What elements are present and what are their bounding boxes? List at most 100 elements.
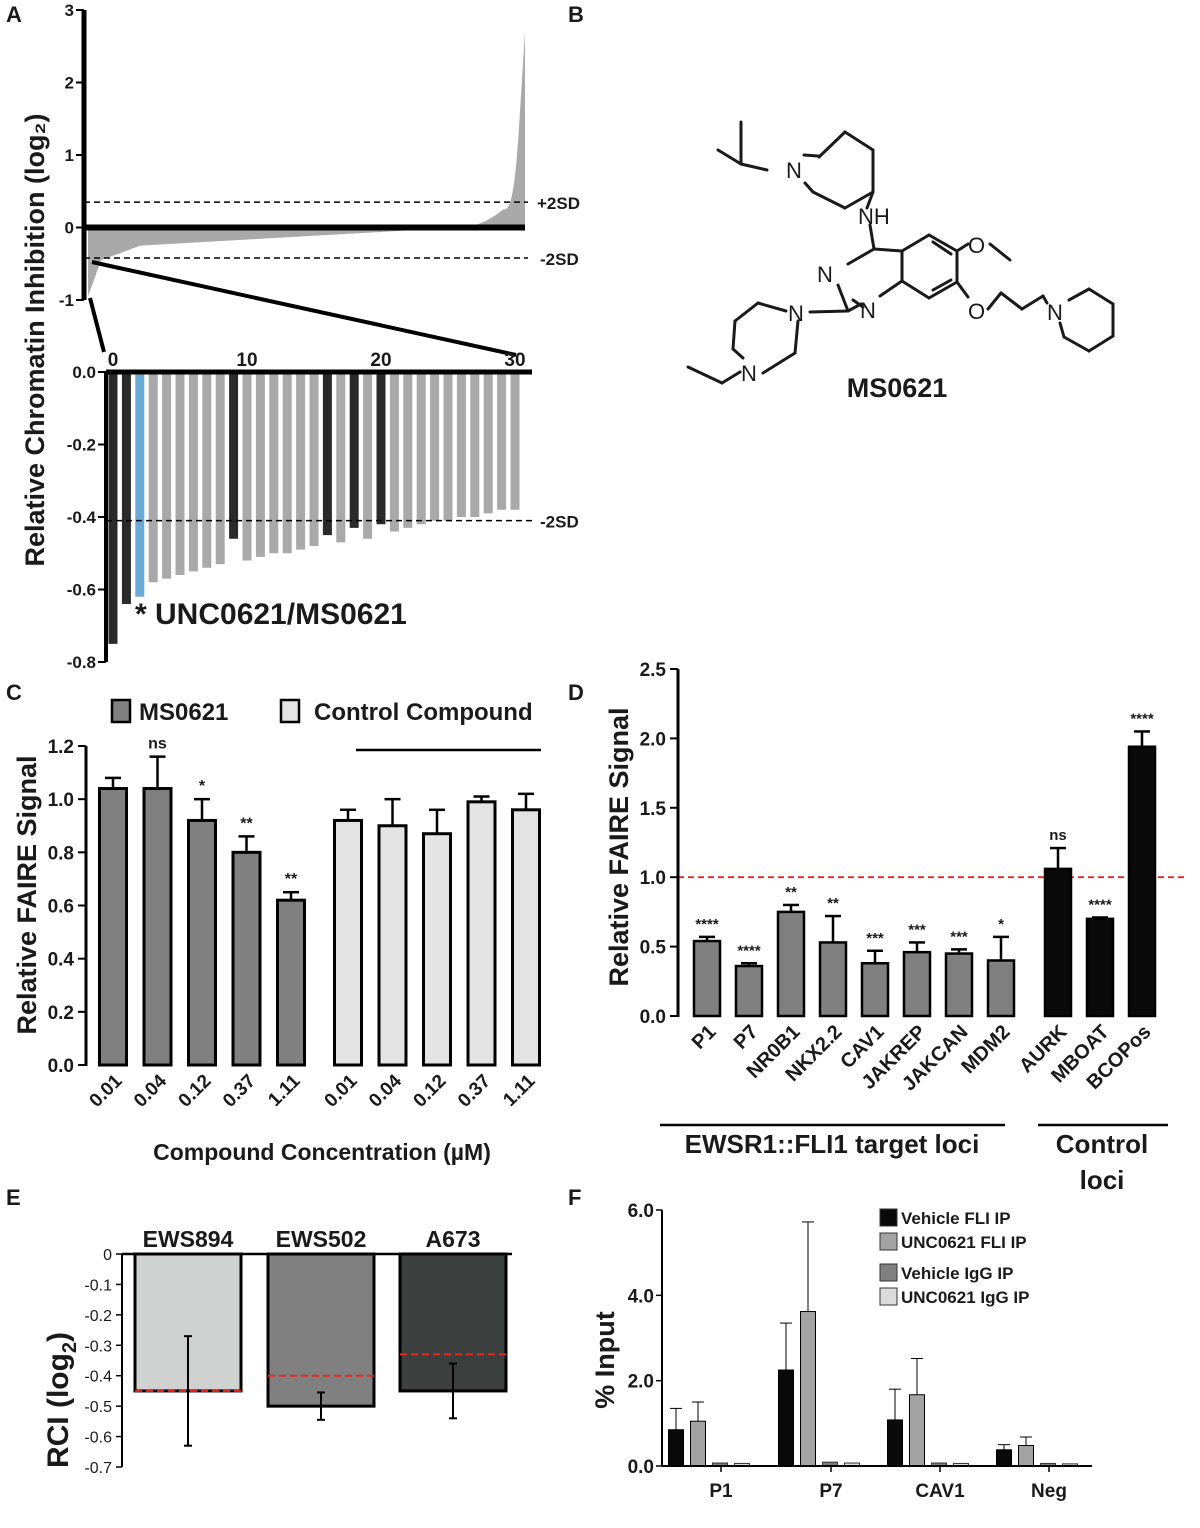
- panel-b-atoms: N NH N N N O O N N MS0621: [741, 158, 1063, 403]
- panel-f-legend-swatch: [879, 1232, 898, 1251]
- panel-f-bar: [996, 1449, 1012, 1467]
- panel-e-y-tick-label: -0.1: [84, 1277, 112, 1294]
- panel-c-bar: [511, 808, 541, 1067]
- panel-e-y-tick-label: 0: [103, 1247, 112, 1264]
- panel-a-inset-bar: [148, 372, 158, 583]
- panel-c-bar: [276, 898, 306, 1067]
- panel-a-inset-bar: [430, 372, 440, 521]
- panel-f-x-tick-label: CAV1: [915, 1481, 965, 1502]
- panel-c-y-tick-label: 0.6: [48, 897, 74, 918]
- panel-d-bar: [902, 950, 932, 1018]
- panel-d-significance: ns: [1049, 827, 1067, 844]
- panel-c-y-tick-label: 0.4: [48, 950, 75, 971]
- panel-a-inset-x-tick-label: 10: [236, 350, 257, 371]
- panel-c-x-ticks: 0.01 0.04 0.12 0.37 1.11 0.01 0.04 0.12 0.37 1.11: [86, 1070, 540, 1111]
- panel-e-y-tick-label: -0.2: [84, 1308, 112, 1325]
- panel-e-category-labels: EWS894 EWS502 A673: [143, 1226, 481, 1252]
- panel-a-inset-bar: [497, 372, 507, 510]
- panel-d-bar: [818, 941, 848, 1018]
- panel-c-y-tick-label: 1.2: [48, 737, 74, 758]
- panel-a-inset-bar: [162, 372, 172, 579]
- panel-c-y-axis-label: Relative FAIRE Signal: [12, 755, 42, 1034]
- panel-c-y-tick-label: 1.0: [48, 790, 74, 811]
- panel-f-y-tick-label: 0.0: [628, 1457, 654, 1478]
- atom-o-2: O: [968, 299, 985, 324]
- panel-d-significance: **: [827, 895, 839, 912]
- panel-a-inset-bar: [336, 372, 346, 543]
- panel-c-x-tick-label: 1.11: [264, 1070, 305, 1111]
- atom-n-4: N: [788, 301, 804, 326]
- panel-d-significance: ****: [695, 916, 719, 933]
- panel-f-bar: [1018, 1445, 1034, 1467]
- panel-d-significance: ****: [1088, 896, 1112, 913]
- panel-c-significance: ns: [148, 736, 167, 753]
- panel-a-inset-bar: [108, 372, 118, 644]
- panel-a-inset-bar: [255, 372, 265, 557]
- panel-e-category-label: EWS502: [276, 1226, 367, 1252]
- panel-a-zoom-line-left: [88, 297, 106, 353]
- panel-a-inset-bar: [309, 372, 319, 546]
- panel-d-significance: ****: [737, 942, 761, 959]
- panel-d-bars: *************** *** ****ns********: [692, 710, 1157, 1018]
- panel-a-inset-x-tick-label: 20: [370, 350, 391, 371]
- compound-name: MS0621: [847, 373, 948, 403]
- panel-c-x-tick-label: 0.04: [365, 1070, 406, 1111]
- panel-d-significance: *: [998, 916, 1004, 933]
- panel-e-y-tick-label: -0.5: [84, 1399, 112, 1416]
- panel-c-y-tick-label: 0.0: [48, 1056, 74, 1077]
- panel-a-y-axis-label: Relative Chromatin Inhibition (log₂): [20, 114, 50, 567]
- panel-f-x-tick-label: Neg: [1031, 1481, 1067, 1502]
- panel-f-legend-label: Vehicle FLI IP: [901, 1209, 1011, 1228]
- panel-a-inset-bar: [175, 372, 185, 575]
- panel-f-x-tick-label: P1: [709, 1481, 733, 1502]
- panel-a-inset-bar: [202, 372, 212, 568]
- panel-c-x-axis-label: Compound Concentration (µM): [153, 1139, 491, 1165]
- panel-f-bar: [887, 1419, 903, 1467]
- panel-a-inset-bar: [443, 372, 453, 521]
- panel-label-a: A: [6, 2, 22, 27]
- panel-label-b: B: [568, 2, 584, 27]
- panel-d-significance: ****: [1130, 710, 1154, 727]
- panel-a-inset-bar: [456, 372, 466, 517]
- panel-a-y-tick-label: 2: [65, 74, 74, 93]
- panel-d-y-tick-label: 0.0: [640, 1007, 666, 1028]
- panel-d-bar: [692, 939, 722, 1018]
- panel-d-group-label-controls-1: Control: [1056, 1129, 1148, 1159]
- panel-d-y-ticks: 0.0 0.5 1.0 1.5 2.0 2.5: [640, 660, 678, 1028]
- panel-c-bar: [142, 787, 173, 1067]
- panel-e-bar: [266, 1252, 376, 1408]
- panel-d-bar: [1043, 867, 1073, 1018]
- panel-e-y-label-sub: 2: [59, 1342, 81, 1353]
- panel-f-x-ticks: P1 P7 CAV1 Neg: [709, 1466, 1067, 1502]
- panel-e-y-tick-label: -0.6: [84, 1430, 112, 1447]
- panel-e-y-label-main: RCI (log: [42, 1353, 75, 1468]
- panel-c-x-tick-label: 0.01: [321, 1070, 362, 1111]
- panel-f-legend-label: UNC0621 FLI IP: [901, 1233, 1027, 1252]
- panel-f-legend-label: UNC0621 IgG IP: [901, 1288, 1030, 1307]
- panel-a-y-tick-label: 3: [65, 1, 74, 20]
- panel-a-inset-x-tick-label: 0: [108, 350, 119, 371]
- panel-a-inset-bar: [296, 372, 306, 550]
- panel-d-significance: ***: [866, 930, 884, 947]
- panel-f-bars: [668, 1221, 1078, 1467]
- panel-d-y-tick-label: 1.5: [640, 799, 667, 820]
- panel-d-x-tick-label: MDM2: [957, 1021, 1014, 1078]
- panel-a-upper-sd-label: +2SD: [537, 194, 580, 213]
- panel-f-bar: [778, 1369, 794, 1467]
- panel-a-inset-y-tick-label: 0.0: [72, 363, 96, 382]
- panel-a-y-tick-label: -1: [59, 291, 74, 310]
- panel-d-y-tick-label: 1.0: [640, 868, 666, 889]
- panel-f-bar: [909, 1394, 925, 1467]
- panel-c-bars: ns*****: [98, 736, 541, 1067]
- panel-a-inset-y-tick-label: -0.6: [67, 581, 96, 600]
- panel-f-y-tick-label: 6.0: [628, 1201, 654, 1222]
- panel-f-legend-swatch: [879, 1287, 898, 1306]
- panel-f-bar: [690, 1420, 706, 1467]
- panel-label-c: C: [6, 680, 22, 705]
- panel-a-inset-bar: [229, 372, 239, 539]
- panel-d-significance: ***: [950, 928, 968, 945]
- panel-c: Relative FAIRE Signal 0.0 0.2 0.4 0.6 0.8 1.0…: [12, 698, 541, 1165]
- panel-a-inset-bar: [135, 372, 145, 597]
- panel-d-x-tick-label: P7: [730, 1021, 763, 1054]
